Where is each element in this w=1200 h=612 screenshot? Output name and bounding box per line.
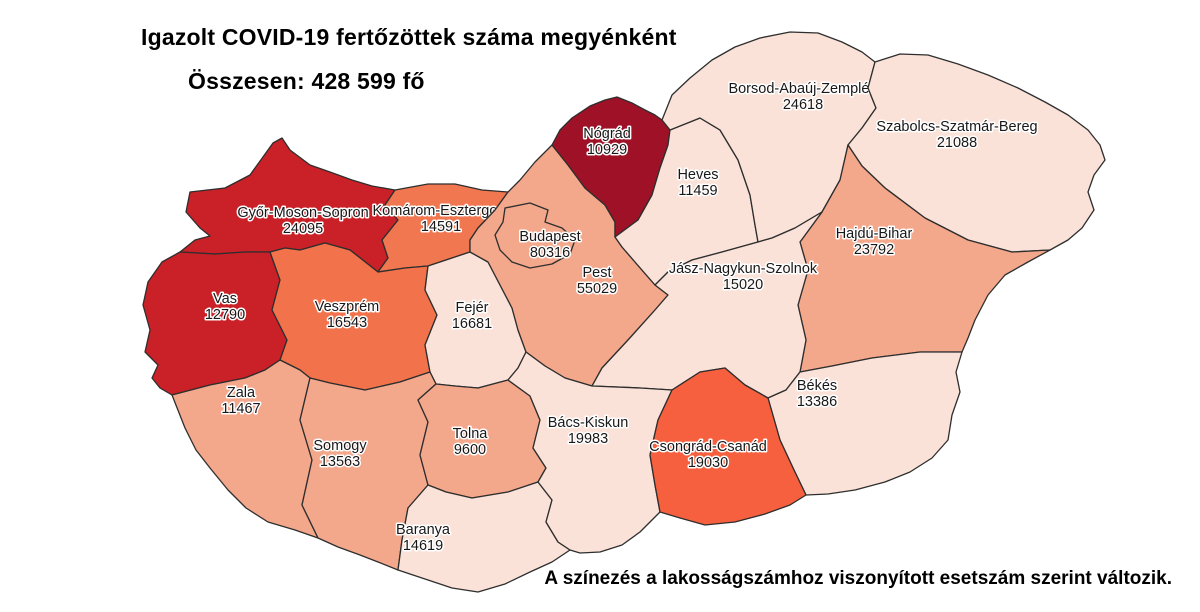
county-value: 23792 <box>854 242 894 258</box>
county-name: Vas <box>213 291 237 307</box>
county-name: Budapest <box>519 229 580 245</box>
county-name: Heves <box>677 167 718 183</box>
county-veszprem-label: Veszprém 16543 <box>315 299 379 331</box>
county-csongrad-csanad-shape <box>649 367 807 526</box>
county-borsod-abauj-zemplen-label: Borsod-Abaúj-Zemplén 24618 <box>728 81 877 113</box>
county-bekes: Békés 13386 <box>767 351 963 496</box>
county-komarom-esztergom: Komárom-Esztergom 14591 <box>371 183 511 273</box>
county-value: 9600 <box>454 442 486 458</box>
county-nograd-label: Nógrád 10929 <box>583 126 631 158</box>
county-name: Nógrád <box>583 126 631 142</box>
county-value: 14619 <box>403 538 443 554</box>
county-value: 24095 <box>283 221 323 237</box>
county-name: Tolna <box>453 426 489 442</box>
county-value: 19030 <box>688 455 728 471</box>
county-name: Hajdú-Bihar <box>836 226 913 242</box>
county-jasz-nagykun-szolnok: Jász-Nagykun-Szolnok 15020 <box>591 211 823 399</box>
county-baranya-shape <box>397 481 571 593</box>
county-value: 10929 <box>587 142 627 158</box>
county-name: Pest <box>582 265 611 281</box>
county-hajdu-bihar-label: Hajdú-Bihar 23792 <box>836 226 913 258</box>
county-name: Békés <box>797 378 837 394</box>
total-count-label: Összesen: 428 599 fő <box>188 68 425 94</box>
county-bekes-label: Békés 13386 <box>797 378 837 410</box>
county-baranya-label: Baranya 14619 <box>396 522 451 554</box>
county-name: Baranya <box>396 522 451 538</box>
county-bacs-kiskun-label: Bács-Kiskun 19983 <box>548 415 629 447</box>
county-name: Veszprém <box>315 299 379 315</box>
county-borsod-abauj-zemplen: Borsod-Abaúj-Zemplén 24618 <box>661 31 879 243</box>
county-hajdu-bihar: Hajdú-Bihar 23792 <box>797 144 1051 373</box>
county-value: 16681 <box>452 316 492 332</box>
county-name: Győr-Moson-Sopron <box>237 205 368 221</box>
county-name: Komárom-Esztergom <box>373 203 510 219</box>
county-zala-label: Zala 11467 <box>221 385 260 417</box>
county-value: 21088 <box>937 135 977 151</box>
county-value: 13386 <box>797 394 837 410</box>
county-name: Zala <box>227 385 256 401</box>
county-value: 55029 <box>577 281 617 297</box>
county-name: Csongrád-Csanád <box>649 439 767 455</box>
county-bacs-kiskun-shape <box>507 351 673 554</box>
color-scale-footnote: A színezés a lakosságszámhoz viszonyítot… <box>544 568 1172 589</box>
county-pest-label: Pest 55029 <box>577 265 617 297</box>
county-value: 12790 <box>205 307 245 323</box>
county-baranya: Baranya 14619 <box>394 481 571 593</box>
county-name: Szabolcs-Szatmár-Bereg <box>876 119 1037 135</box>
county-vas: Vas 12790 <box>142 251 288 396</box>
county-name: Jász-Nagykun-Szolnok <box>669 261 818 277</box>
county-value: 19983 <box>568 431 608 447</box>
county-budapest-shape <box>494 202 576 269</box>
county-csongrad-csanad: Csongrád-Csanád 19030 <box>648 367 807 526</box>
county-name: Somogy <box>313 438 367 454</box>
page-title: Igazolt COVID-19 fertőzöttek száma megyé… <box>141 24 677 50</box>
county-value: 16543 <box>327 315 367 331</box>
county-jasz-nagykun-szolnok-label: Jász-Nagykun-Szolnok 15020 <box>669 261 818 293</box>
county-vas-label: Vas 12790 <box>205 291 245 323</box>
county-szabolcs-szatmar-bereg-label: Szabolcs-Szatmár-Bereg 21088 <box>876 119 1037 151</box>
county-somogy-label: Somogy 13563 <box>313 438 367 470</box>
county-gyor-moson-sopron-label: Győr-Moson-Sopron 24095 <box>237 205 368 237</box>
county-fejer-label: Fejér 16681 <box>452 300 492 332</box>
county-value: 13563 <box>320 454 360 470</box>
county-tolna-label: Tolna 9600 <box>453 426 489 458</box>
county-name: Fejér <box>455 300 488 316</box>
county-value: 24618 <box>783 97 823 113</box>
county-nograd: Nógrád 10929 <box>551 96 671 238</box>
county-value: 15020 <box>723 277 763 293</box>
county-value: 11467 <box>221 401 260 417</box>
county-csongrad-csanad-label: Csongrád-Csanád 19030 <box>649 439 767 471</box>
county-value: 80316 <box>530 245 570 261</box>
county-bacs-kiskun: Bács-Kiskun 19983 <box>507 351 673 554</box>
county-name: Bács-Kiskun <box>548 415 629 431</box>
county-somogy: Somogy 13563 <box>299 371 437 571</box>
county-budapest-label: Budapest 80316 <box>519 229 580 261</box>
county-tolna: Tolna 9600 <box>417 379 547 499</box>
county-veszprem: Veszprém 16543 <box>269 242 438 391</box>
county-value: 14591 <box>421 219 461 235</box>
county-heves-label: Heves 11459 <box>677 167 718 199</box>
county-name: Borsod-Abaúj-Zemplén <box>728 81 877 97</box>
county-budapest: Budapest 80316 <box>494 202 582 269</box>
county-value: 11459 <box>678 183 717 199</box>
county-gyor-moson-sopron: Győr-Moson-Sopron 24095 <box>179 137 399 273</box>
county-komarom-esztergom-label: Komárom-Esztergom 14591 <box>373 203 510 235</box>
